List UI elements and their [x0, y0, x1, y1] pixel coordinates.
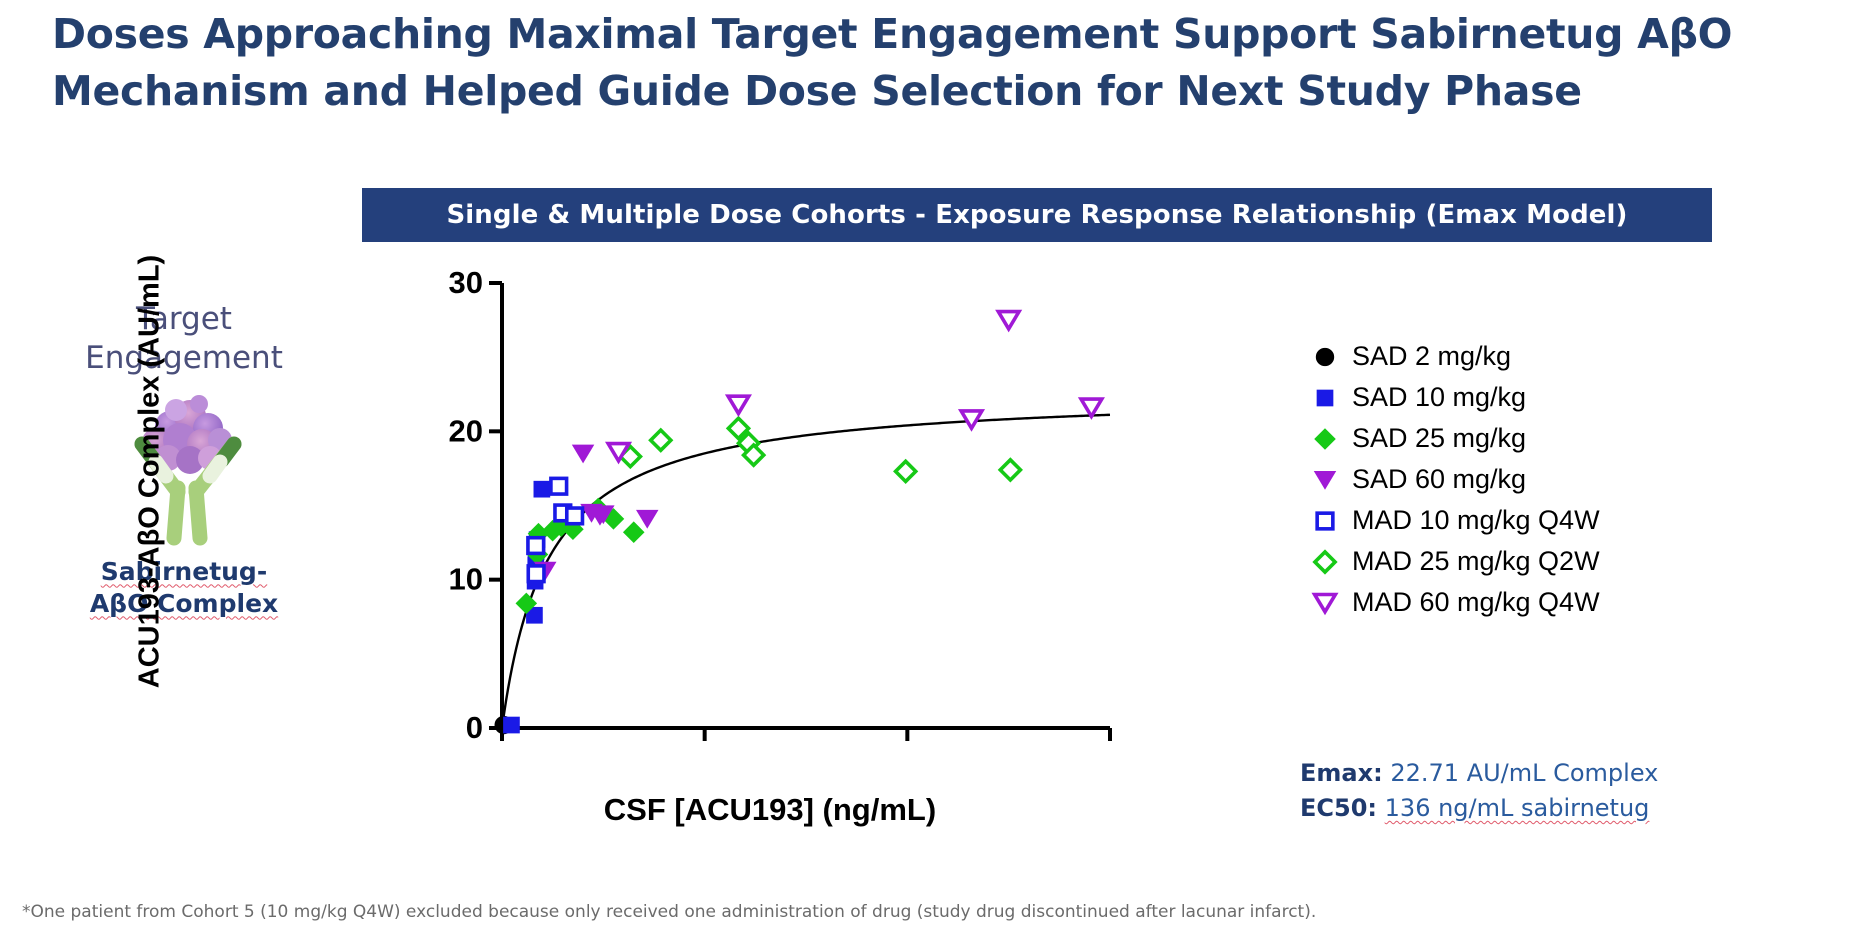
x-tick-label: 1800 — [1076, 748, 1120, 750]
emax-value: 22.71 AU/mL Complex — [1390, 759, 1659, 787]
emax-label: Emax: — [1300, 759, 1383, 787]
series-mad-10-mg-kg-q4w — [526, 476, 585, 584]
legend-label: SAD 25 mg/kg — [1352, 423, 1527, 453]
data-point — [592, 505, 615, 525]
data-point — [636, 509, 659, 529]
target-engagement-panel: Target Engagement — [44, 300, 324, 620]
target-engagement-heading-line1: Target — [136, 301, 232, 337]
x-tick-label: 0 — [493, 748, 510, 750]
antibody-complex-icon — [44, 382, 324, 550]
x-tick-label: 1200 — [873, 748, 942, 750]
model-parameters: Emax: 22.71 AU/mL Complex EC50: 136 ng/m… — [1300, 756, 1658, 826]
series-mad-25-mg-kg-q2w — [617, 415, 1023, 485]
data-point — [604, 441, 633, 465]
data-point — [724, 394, 752, 417]
legend-item-sad-25-mg-kg[interactable]: SAD 25 mg/kg — [1298, 418, 1718, 459]
emax-fit-curve — [500, 413, 1111, 729]
page-title: Doses Approaching Maximal Target Engagem… — [52, 10, 1733, 115]
data-point — [564, 506, 585, 526]
data-point — [741, 442, 767, 468]
y-tick-label: 0 — [466, 710, 483, 745]
legend-marker-square-filled-icon — [1298, 381, 1352, 415]
y-tick-label: 10 — [449, 562, 483, 597]
plot-axes: 0 10 20 30 0 600 1200 1800 — [449, 265, 1120, 750]
complex-caption-line2: AβO Complex — [89, 588, 279, 618]
y-tick-label: 30 — [449, 265, 483, 300]
legend-marker-circle-filled-icon — [1298, 340, 1352, 374]
legend-item-mad-10-mg-kg-q4w[interactable]: MAD 10 mg/kg Q4W — [1298, 500, 1718, 541]
legend-marker-triangle-down-filled-icon — [1298, 463, 1352, 497]
data-point — [503, 716, 520, 734]
data-point — [526, 606, 543, 624]
data-point — [622, 521, 645, 543]
legend-item-mad-25-mg-kg-q2w[interactable]: MAD 25 mg/kg Q2W — [1298, 541, 1718, 582]
legend-label: SAD 2 mg/kg — [1352, 341, 1512, 371]
legend-item-sad-10-mg-kg[interactable]: SAD 10 mg/kg — [1298, 377, 1718, 418]
data-point — [893, 458, 919, 485]
emax-row: Emax: 22.71 AU/mL Complex — [1300, 756, 1658, 791]
legend-label: SAD 60 mg/kg — [1352, 464, 1527, 494]
series-mad-60-mg-kg-q4w — [604, 309, 1105, 465]
target-engagement-heading: Target Engagement — [44, 300, 324, 378]
data-point — [549, 476, 569, 496]
legend-label: MAD 60 mg/kg Q4W — [1352, 587, 1600, 617]
x-axis-label: CSF [ACU193] (ng/mL) — [603, 792, 937, 827]
legend-marker-diamond-open-icon — [1298, 545, 1352, 579]
data-point — [648, 427, 674, 453]
ec50-row: EC50: 136 ng/mL sabirnetug — [1300, 791, 1658, 826]
ec50-value: 136 ng/mL sabirnetug — [1384, 793, 1650, 822]
data-points-layer — [494, 309, 1105, 735]
data-point — [571, 444, 595, 464]
legend-marker-square-open-icon — [1298, 504, 1352, 538]
data-point — [725, 415, 752, 441]
y-tick-label: 20 — [449, 413, 483, 448]
legend-item-mad-60-mg-kg-q4w[interactable]: MAD 60 mg/kg Q4W — [1298, 582, 1718, 623]
target-engagement-heading-line2: Engagement — [85, 339, 283, 376]
legend-label: MAD 10 mg/kg Q4W — [1352, 505, 1600, 535]
footnote: *One patient from Cohort 5 (10 mg/kg Q4W… — [22, 902, 1317, 922]
complex-caption: Sabirnetug- AβO Complex — [44, 556, 324, 620]
y-axis-label: ACU193-AβO Complex (AU/mL) — [133, 254, 166, 689]
legend-marker-triangle-down-open-icon — [1298, 586, 1352, 620]
legend-label: SAD 10 mg/kg — [1352, 382, 1527, 412]
data-point — [526, 564, 546, 584]
legend-item-sad-2-mg-kg[interactable]: SAD 2 mg/kg — [1298, 336, 1718, 377]
legend-marker-diamond-filled-icon — [1298, 422, 1352, 456]
data-point — [997, 457, 1023, 483]
chart-legend: SAD 2 mg/kg SAD 10 mg/kg SAD 25 mg/kg SAD 6… — [1298, 336, 1718, 623]
data-point — [1077, 397, 1105, 420]
x-tick-label: 600 — [679, 748, 731, 750]
data-point — [957, 409, 986, 432]
ec50-label: EC50: — [1300, 793, 1378, 822]
legend-item-sad-60-mg-kg[interactable]: SAD 60 mg/kg — [1298, 459, 1718, 500]
data-point — [526, 535, 546, 556]
data-point — [533, 480, 551, 498]
exposure-response-scatter-plot: 0 10 20 30 0 600 1200 1800 — [420, 250, 1120, 750]
complex-caption-line1: Sabirnetug- — [100, 556, 268, 586]
data-point — [995, 309, 1023, 333]
legend-label: MAD 25 mg/kg Q2W — [1352, 546, 1600, 576]
data-point — [515, 592, 538, 615]
chart-banner-title: Single & Multiple Dose Cohorts - Exposur… — [362, 188, 1712, 242]
